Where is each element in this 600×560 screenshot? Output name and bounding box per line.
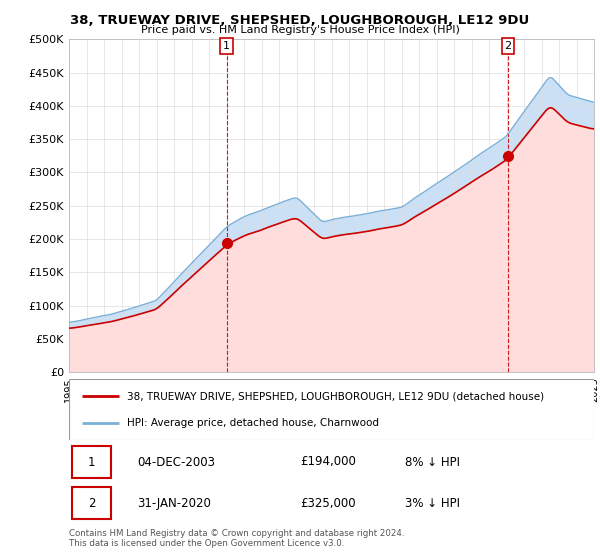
Text: Contains HM Land Registry data © Crown copyright and database right 2024.
This d: Contains HM Land Registry data © Crown c… xyxy=(69,529,404,548)
Text: 2: 2 xyxy=(88,497,95,510)
Bar xyxy=(71,446,111,478)
Text: 31-JAN-2020: 31-JAN-2020 xyxy=(137,497,211,510)
Text: 38, TRUEWAY DRIVE, SHEPSHED, LOUGHBOROUGH, LE12 9DU (detached house): 38, TRUEWAY DRIVE, SHEPSHED, LOUGHBOROUG… xyxy=(127,391,544,401)
Text: 04-DEC-2003: 04-DEC-2003 xyxy=(137,455,215,469)
Text: £194,000: £194,000 xyxy=(300,455,356,469)
Text: 38, TRUEWAY DRIVE, SHEPSHED, LOUGHBOROUGH, LE12 9DU: 38, TRUEWAY DRIVE, SHEPSHED, LOUGHBOROUG… xyxy=(70,14,530,27)
Text: £325,000: £325,000 xyxy=(300,497,356,510)
Text: Price paid vs. HM Land Registry's House Price Index (HPI): Price paid vs. HM Land Registry's House … xyxy=(140,25,460,35)
Text: 1: 1 xyxy=(88,455,95,469)
Text: 1: 1 xyxy=(223,41,230,51)
Text: 2: 2 xyxy=(505,41,511,51)
Bar xyxy=(71,487,111,520)
Text: 3% ↓ HPI: 3% ↓ HPI xyxy=(405,497,460,510)
Text: HPI: Average price, detached house, Charnwood: HPI: Average price, detached house, Char… xyxy=(127,418,379,428)
Text: 8% ↓ HPI: 8% ↓ HPI xyxy=(405,455,460,469)
